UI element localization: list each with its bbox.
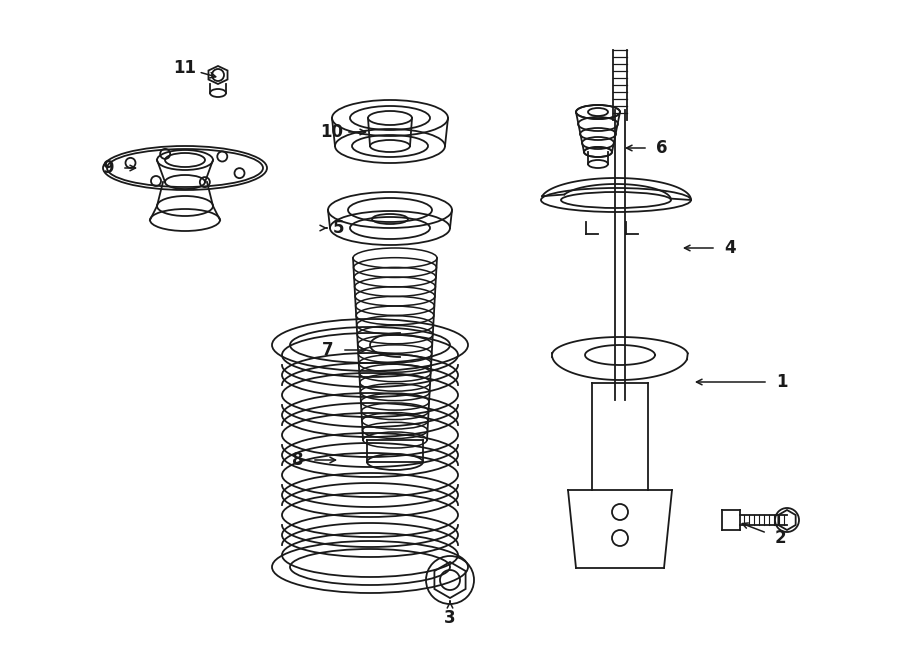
Text: 5: 5 bbox=[332, 219, 344, 237]
Text: 8: 8 bbox=[292, 451, 304, 469]
Text: 6: 6 bbox=[656, 139, 668, 157]
Text: 4: 4 bbox=[724, 239, 736, 257]
Text: 7: 7 bbox=[322, 341, 334, 359]
Text: 3: 3 bbox=[445, 609, 455, 627]
Text: 11: 11 bbox=[174, 59, 196, 77]
Text: 1: 1 bbox=[776, 373, 788, 391]
Text: 9: 9 bbox=[103, 159, 113, 177]
Text: 10: 10 bbox=[320, 123, 344, 141]
Text: 2: 2 bbox=[774, 529, 786, 547]
